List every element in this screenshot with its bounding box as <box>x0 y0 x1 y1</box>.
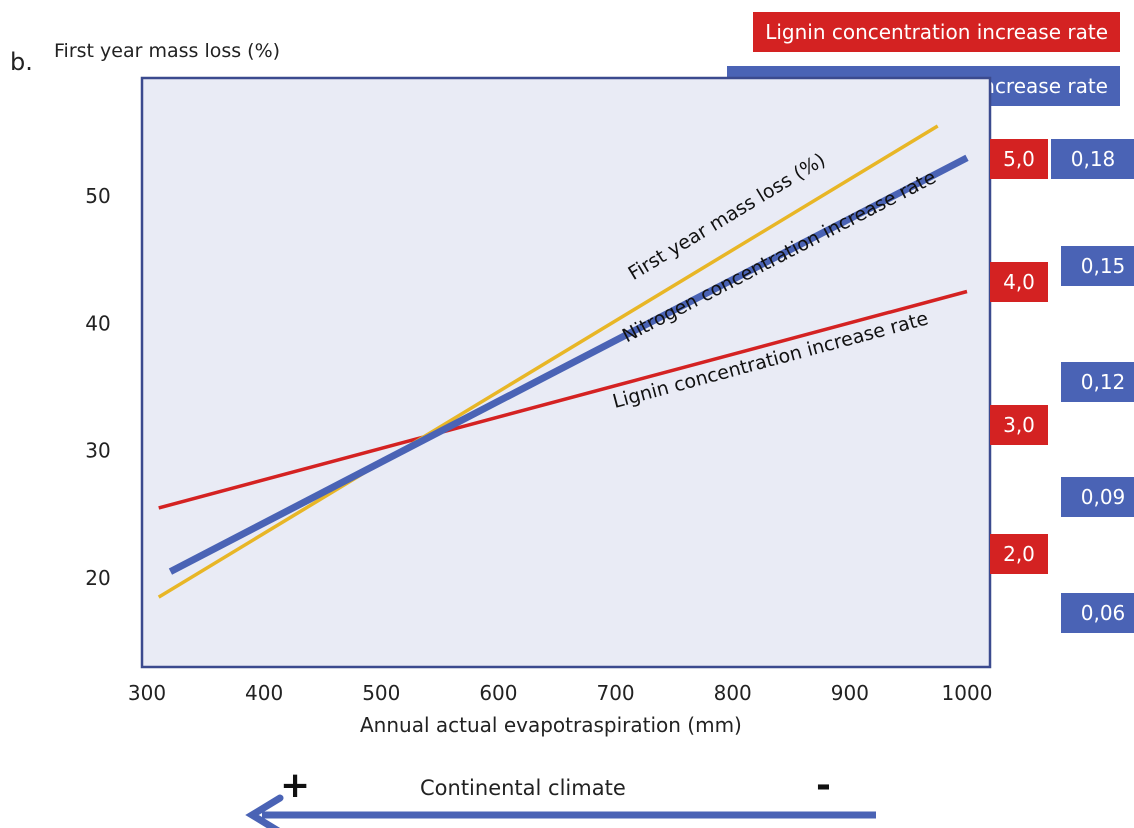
x-tick-label: 800 <box>714 681 752 705</box>
x-tick-label: 900 <box>831 681 869 705</box>
panel-label: b. <box>10 48 33 76</box>
x-tick-label: 400 <box>245 681 283 705</box>
y-axis-title: First year mass loss (%) <box>54 40 281 62</box>
y-tick-label: 40 <box>85 311 110 335</box>
climate-minus: - <box>816 765 831 806</box>
series-line-nitrogen <box>168 154 969 575</box>
x-axis-title: Annual actual evapotraspiration (mm) <box>360 713 742 737</box>
plot-area <box>140 76 992 669</box>
lignin-axis-tick: 2,0 <box>990 534 1048 574</box>
y-tick-label: 20 <box>85 566 110 590</box>
nitrogen-axis-tick: 0,06 <box>1061 593 1134 633</box>
nitrogen-axis-tick: 0,18 <box>1051 139 1134 179</box>
lignin-axis-tick: 3,0 <box>990 405 1048 445</box>
x-tick-label: 600 <box>479 681 517 705</box>
x-tick-label: 1000 <box>942 681 993 705</box>
y-tick-label: 50 <box>85 184 110 208</box>
y-tick-label: 30 <box>85 439 110 463</box>
nitrogen-axis-tick: 0,09 <box>1061 477 1134 517</box>
series-line-mass-loss <box>157 124 939 599</box>
legend-lignin: Lignin concentration increase rate <box>753 12 1120 52</box>
lignin-axis-tick: 5,0 <box>990 139 1048 179</box>
lignin-axis-tick: 4,0 <box>990 262 1048 302</box>
x-tick-label: 500 <box>362 681 400 705</box>
climate-plus: + <box>280 765 311 806</box>
x-tick-label: 700 <box>596 681 634 705</box>
series-line-lignin <box>158 289 968 510</box>
nitrogen-axis-tick: 0,15 <box>1061 246 1134 286</box>
nitrogen-axis-tick: 0,12 <box>1061 362 1134 402</box>
climate-label: Continental climate <box>420 776 626 800</box>
x-tick-label: 300 <box>128 681 166 705</box>
